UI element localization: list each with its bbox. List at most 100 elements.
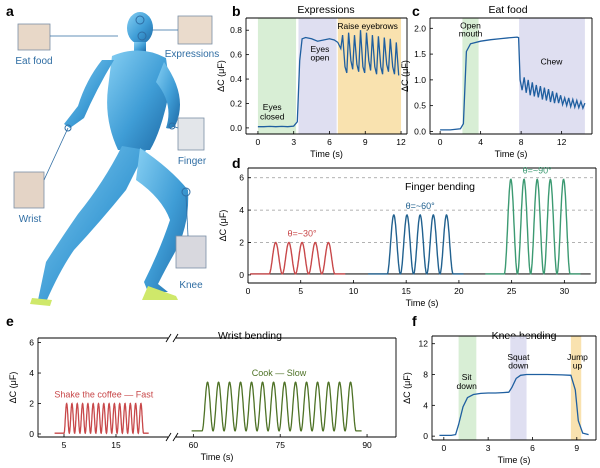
sensor-eat-food[interactable]: Eat food [15, 23, 118, 67]
y-axis-label: ΔC (μF) [216, 60, 226, 92]
annotation-label: open [310, 53, 329, 63]
y-tick-label: 12 [419, 339, 429, 349]
x-tick-label: 3 [486, 443, 491, 453]
sensor-markers [64, 15, 191, 197]
x-tick-label: 20 [454, 286, 464, 296]
chart-wrist-bending: 0 2 4 6 ΔC (μF) Time (s) 5 15 Shake the coffee —… [8, 333, 397, 462]
panel-label-d: d [232, 155, 241, 171]
y-axis-label: ΔC (μF) [218, 210, 228, 242]
x-tick-label: 12 [557, 137, 567, 147]
series-line [439, 373, 589, 437]
highlight-band [462, 18, 479, 134]
y-axis-label: ΔC (μF) [8, 372, 18, 404]
highlight-band [298, 18, 337, 134]
sensor-photo [177, 15, 213, 45]
x-tick-label: 9 [574, 443, 579, 453]
sensor-photo [175, 235, 207, 269]
callout-line [43, 127, 69, 181]
y-tick-label: 2.0 [414, 23, 426, 33]
chart-title: Finger bending [405, 181, 475, 193]
callout-label: Knee [179, 280, 203, 291]
panel-a: a Eat food Expressions Finger [6, 3, 219, 306]
chart-eat-food: 0.0 0.5 1.0 1.5 2.0 Time (s) ΔC (μF) 0 4 8 12 Openm… [400, 17, 593, 159]
y-tick-label: 2 [239, 238, 244, 248]
annotation-label: up [573, 360, 583, 370]
x-tick-label: 30 [560, 286, 570, 296]
highlight-band [458, 336, 477, 440]
y-tick-label: 0.6 [230, 50, 242, 60]
panel-label-c: c [412, 3, 420, 19]
highlight-band [519, 18, 585, 134]
series-line [54, 402, 149, 435]
series-label: Shake the coffee — Fast [54, 389, 153, 399]
x-tick-label: 0 [441, 443, 446, 453]
callout-line [185, 195, 189, 237]
runner-front-leg [136, 148, 189, 292]
series-line [257, 30, 400, 128]
chart-title: Expressions [297, 4, 354, 16]
marker-eyebrow [135, 15, 145, 25]
y-tick-label: 0.0 [414, 126, 426, 136]
panel-label-f: f [412, 313, 417, 329]
highlight-band [510, 336, 527, 440]
series-line [440, 36, 586, 131]
chart-expressions: 0.0 0.2 0.4 0.6 0.8 Time (s) ΔC (μF) 0 3 6 9 12 Eyes… [216, 17, 408, 159]
y-tick-label: 8 [423, 370, 428, 380]
chart-title: Wrist bending [218, 330, 282, 342]
runner-torso [107, 50, 170, 150]
x-tick-label: 12 [396, 137, 406, 147]
highlight-band [570, 336, 582, 440]
y-tick-label: 0 [239, 270, 244, 280]
x-tick-label: 6 [530, 443, 535, 453]
x-axis-label: Time (s) [498, 455, 531, 465]
x-tick-label: 15 [401, 286, 411, 296]
x-tick-label: 9 [363, 137, 368, 147]
x-axis-label: Time (s) [406, 298, 439, 308]
highlight-band [257, 18, 297, 134]
y-tick-label: 0.8 [230, 25, 242, 35]
sensor-wrist[interactable]: Wrist [13, 127, 69, 225]
series-label: θ=~90° [523, 165, 553, 175]
axis-break-mark [172, 333, 179, 343]
y-tick-label: 4 [423, 400, 428, 410]
callout-label: Wrist [19, 214, 42, 225]
y-tick-label: 0.5 [414, 101, 426, 111]
annotation-label: Eyes [310, 44, 329, 54]
x-axis-label: Time (s) [495, 149, 528, 159]
annotation-label: down [457, 381, 478, 391]
sensor-expressions[interactable]: Expressions [152, 15, 219, 60]
runner-back-leg [38, 146, 146, 302]
runner-neck [134, 42, 146, 52]
y-tick-label: 0.4 [230, 74, 242, 84]
sensor-photo [13, 171, 45, 209]
runner-back-foot [30, 298, 52, 306]
sensor-knee[interactable]: Knee [175, 195, 207, 291]
x-tick-label: 25 [507, 286, 517, 296]
series-line [250, 241, 346, 275]
x-axis-label: Time (s) [310, 149, 343, 159]
x-tick-label: 0 [256, 137, 261, 147]
x-axis-label: Time (s) [201, 452, 234, 462]
marker-wrist [64, 124, 72, 132]
series-label: θ=~30° [287, 229, 317, 239]
axis-break-mark [172, 432, 179, 442]
x-tick-label: 5 [298, 286, 303, 296]
panel-e: e Wrist bending 0 2 4 6 ΔC (μF) Time (s) 5 15 Sh… [6, 313, 397, 462]
y-tick-label: 6 [239, 173, 244, 183]
x-tick-label: 6 [327, 137, 332, 147]
y-axis-label: ΔC (μF) [400, 60, 410, 92]
sensor-finger[interactable]: Finger [171, 117, 207, 167]
panel-c: c Eat food 0.0 0.5 1.0 1.5 2.0 Time (s) ΔC (μF… [400, 3, 593, 159]
y-tick-label: 0.0 [230, 123, 242, 133]
marker-knee [181, 187, 191, 197]
x-tick-label: 90 [362, 440, 372, 450]
y-tick-label: 4 [29, 368, 34, 378]
runner-figure [30, 12, 189, 306]
runner-right-arm [156, 62, 180, 129]
annotation-label: Chew [541, 56, 564, 66]
callout-label: Expressions [165, 49, 219, 60]
x-tick-label: 0 [438, 137, 443, 147]
y-tick-label: 0.2 [230, 98, 242, 108]
